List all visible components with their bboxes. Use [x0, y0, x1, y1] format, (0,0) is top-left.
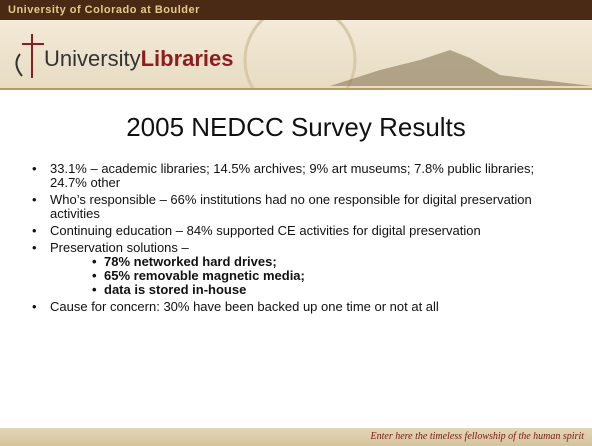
slide: University of Colorado at Boulder Univer… [0, 0, 592, 446]
bullet: Continuing education – 84% supported CE … [30, 224, 570, 238]
bullet: Cause for concern: 30% have been backed … [30, 300, 570, 314]
bullet-text: 33.1% – academic libraries; 14.5% archiv… [50, 161, 534, 190]
bullet-text: Cause for concern: 30% have been backed … [50, 299, 439, 314]
logo: UniversityLibraries [44, 46, 234, 72]
sub-list: 78% networked hard drives;65% removable … [50, 255, 570, 297]
logo-bold: Libraries [141, 46, 234, 71]
sub-bullet: 78% networked hard drives; [92, 255, 570, 269]
footer: Enter here the timeless fellowship of th… [0, 428, 592, 446]
university-bar: University of Colorado at Boulder [0, 0, 592, 20]
bullet-text: Who’s responsible – 66% institutions had… [50, 192, 532, 221]
banner: UniversityLibraries [0, 20, 592, 90]
sub-bullet: 65% removable magnetic media; [92, 269, 570, 283]
slide-title: 2005 NEDCC Survey Results [0, 112, 592, 143]
bullet-list: 33.1% – academic libraries; 14.5% archiv… [30, 162, 570, 317]
bullet: Preservation solutions –78% networked ha… [30, 241, 570, 297]
bullet: 33.1% – academic libraries; 14.5% archiv… [30, 162, 570, 190]
sub-bullet: data is stored in-house [92, 283, 570, 297]
bullet-text: Preservation solutions – [50, 240, 189, 255]
bullet-text: Continuing education – 84% supported CE … [50, 223, 481, 238]
bullet: Who’s responsible – 66% institutions had… [30, 193, 570, 221]
logo-prefix: University [44, 46, 141, 71]
